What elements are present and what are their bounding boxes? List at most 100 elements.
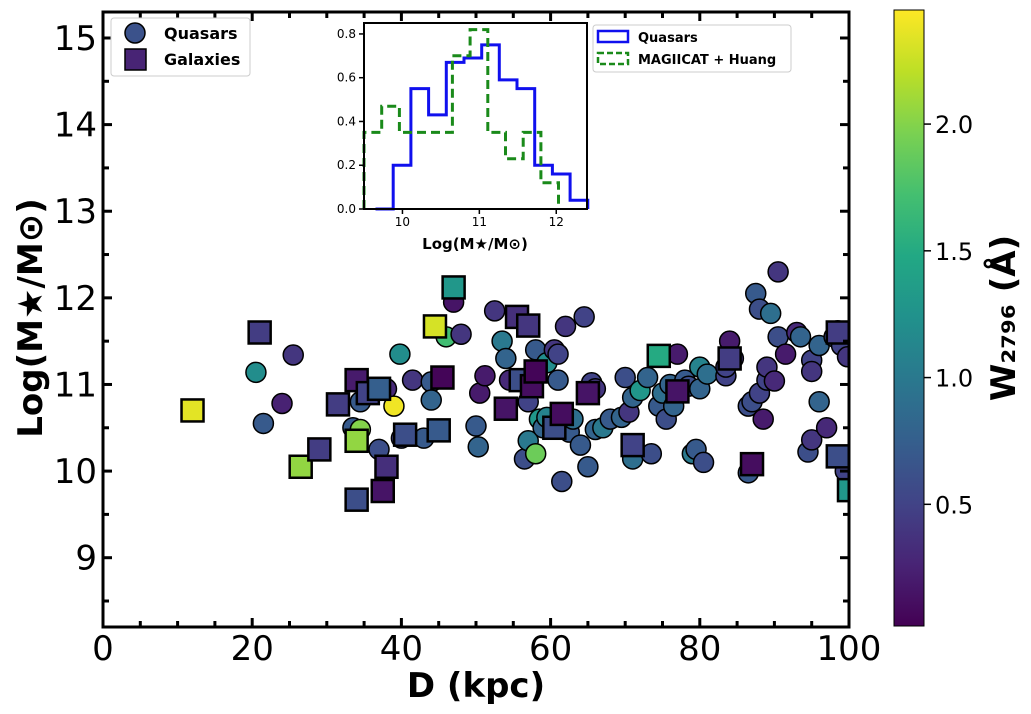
- quasar-point: [547, 343, 569, 365]
- quasar-point: [800, 360, 823, 383]
- x-tick-label: 80: [678, 629, 721, 669]
- inset-y-tick-label: 0.2: [337, 158, 356, 172]
- quasar-point: [800, 429, 823, 451]
- colorbar: 0.5 1.0 1.5 2.0 W₂₇₉₆ (Å): [893, 9, 1024, 627]
- inset-x-tick-label: 12: [549, 215, 564, 229]
- quasar-point: [467, 436, 489, 458]
- galaxy-point: [523, 359, 548, 384]
- quasar-point: [763, 370, 786, 392]
- quasar-point: [692, 451, 715, 474]
- quasar-point: [573, 306, 595, 328]
- galaxy-point: [430, 365, 455, 390]
- inset-y-tick-label: 0.4: [337, 114, 356, 128]
- galaxy-point: [549, 401, 575, 427]
- quasar-point: [420, 389, 442, 411]
- galaxy-point: [575, 380, 601, 406]
- quasar-point: [767, 261, 789, 283]
- galaxy-point: [441, 275, 466, 300]
- galaxy-point: [247, 320, 272, 345]
- y-tick-label: 11: [54, 365, 97, 405]
- y-tick-label: 10: [54, 452, 97, 492]
- quasar-point: [759, 302, 782, 325]
- inset-legend-magiicat-label: MAGIICAT + Huang: [638, 53, 776, 68]
- galaxy-point: [646, 343, 672, 369]
- quasar-point: [252, 412, 275, 435]
- main-axis-ticks: 0 20 40 60 80 100 9 10 11 12 13 14 15: [54, 12, 882, 669]
- galaxy-point: [665, 379, 690, 404]
- colorbar-tick-label: 1.0: [935, 365, 973, 393]
- galaxy-point: [422, 314, 448, 339]
- legend-galaxy-label: Galaxies: [164, 50, 240, 69]
- y-tick-label: 9: [75, 539, 97, 579]
- quasar-point: [401, 369, 424, 391]
- quasar-point: [495, 347, 517, 370]
- galaxy-point: [493, 396, 519, 421]
- inset-background: [364, 23, 587, 209]
- quasar-point: [491, 330, 513, 352]
- quasar-point: [389, 343, 411, 365]
- galaxy-point: [366, 376, 392, 402]
- colorbar-ticks: 0.5 1.0 1.5 2.0: [924, 111, 973, 519]
- quasar-point: [815, 417, 838, 439]
- inset-legend-quasar-label: Quasars: [638, 31, 698, 46]
- y-tick-label: 14: [54, 106, 97, 146]
- x-axis-label: D (kpc): [407, 666, 545, 706]
- galaxy-point: [325, 392, 351, 417]
- x-tick-label: 0: [92, 629, 114, 669]
- inset-legend-quasar-swatch: [596, 29, 630, 44]
- plot-frame: [101, 10, 851, 629]
- quasar-point: [696, 363, 719, 385]
- galaxy-point: [717, 346, 742, 371]
- inset-frame: [363, 22, 588, 210]
- inset-legend-magiicat-swatch: [596, 51, 630, 66]
- quasar-point: [551, 470, 573, 493]
- galaxy-point: [370, 478, 395, 504]
- inset-histogram-lines: [362, 28, 590, 211]
- quasar-point: [483, 300, 506, 322]
- galaxy-point: [288, 454, 313, 480]
- quasar-point: [383, 395, 405, 417]
- galaxy-point: [739, 451, 765, 477]
- colorbar-tick-label: 1.5: [935, 238, 973, 266]
- galaxy-point: [344, 487, 369, 512]
- quasar-point: [245, 361, 267, 384]
- legend-galaxy-marker: [124, 48, 147, 71]
- inset-y-tick-label: 0.0: [337, 202, 356, 216]
- quasar-point: [474, 365, 496, 387]
- colorbar-tick-label: 0.5: [935, 491, 973, 519]
- quasar-point: [752, 408, 774, 430]
- galaxy-point: [374, 454, 399, 480]
- y-tick-label: 12: [54, 279, 97, 319]
- quasar-point: [577, 456, 599, 478]
- quasar-point: [282, 344, 304, 366]
- quasar-point: [808, 391, 830, 413]
- legend-quasar-marker: [124, 22, 146, 44]
- galaxy-point: [836, 477, 849, 503]
- inset-legend-box: [592, 24, 792, 73]
- main-legend: Quasars Galaxies: [110, 17, 251, 77]
- galaxy-point: [825, 444, 849, 469]
- colorbar-label: W₂₇₉₆ (Å): [983, 235, 1024, 401]
- x-tick-label: 60: [529, 629, 572, 669]
- inset-x-axis-label: Log(M★/M⊙): [422, 235, 528, 253]
- quasar-point: [789, 326, 812, 348]
- galaxy-point: [180, 398, 205, 423]
- legend-quasar-label: Quasars: [164, 24, 238, 43]
- quasar-point: [614, 366, 636, 389]
- colorbar-tick-label: 2.0: [935, 111, 973, 139]
- galaxy-point: [344, 428, 369, 454]
- quasar-point: [547, 369, 569, 391]
- galaxy-point: [515, 313, 541, 338]
- x-tick-label: 100: [817, 629, 882, 669]
- galaxy-point: [307, 437, 332, 462]
- quasar-point: [450, 323, 472, 345]
- x-tick-label: 20: [231, 629, 274, 669]
- quasar-point: [524, 443, 547, 465]
- y-tick-label: 15: [54, 19, 97, 59]
- inset-x-tick-label: 10: [395, 215, 410, 229]
- y-axis-label: Log(M★/M⊙): [11, 198, 51, 438]
- y-tick-label: 13: [54, 192, 97, 232]
- quasar-point: [271, 392, 293, 415]
- quasar-point: [774, 343, 797, 365]
